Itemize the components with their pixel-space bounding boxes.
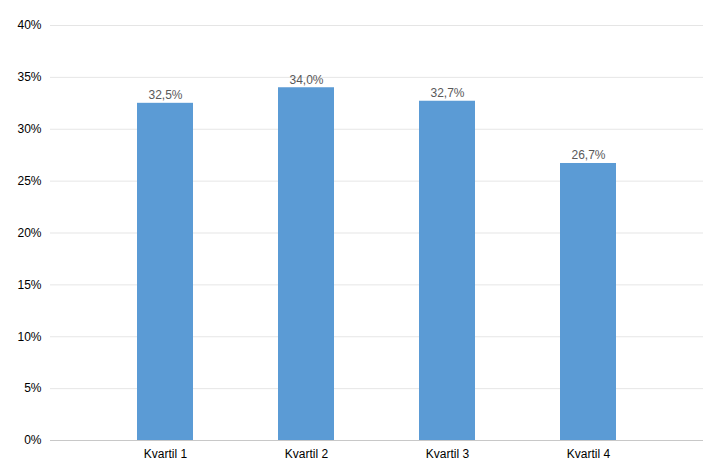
svg-text:0%: 0% — [24, 433, 42, 447]
svg-text:25%: 25% — [17, 174, 41, 188]
svg-text:40%: 40% — [17, 18, 41, 32]
svg-text:Kvartil 3: Kvartil 3 — [426, 447, 470, 461]
svg-text:20%: 20% — [17, 226, 41, 240]
svg-text:35%: 35% — [17, 70, 41, 84]
svg-text:Kvartil 2: Kvartil 2 — [285, 447, 329, 461]
svg-text:30%: 30% — [17, 122, 41, 136]
svg-text:5%: 5% — [24, 381, 42, 395]
svg-text:32,7%: 32,7% — [430, 86, 464, 100]
svg-text:32,5%: 32,5% — [148, 88, 182, 102]
svg-text:34,0%: 34,0% — [289, 73, 323, 87]
svg-text:Kvartil 4: Kvartil 4 — [567, 447, 611, 461]
svg-text:10%: 10% — [17, 330, 41, 344]
svg-text:15%: 15% — [17, 278, 41, 292]
svg-text:26,7%: 26,7% — [571, 148, 605, 162]
svg-text:Kvartil 1: Kvartil 1 — [144, 447, 188, 461]
